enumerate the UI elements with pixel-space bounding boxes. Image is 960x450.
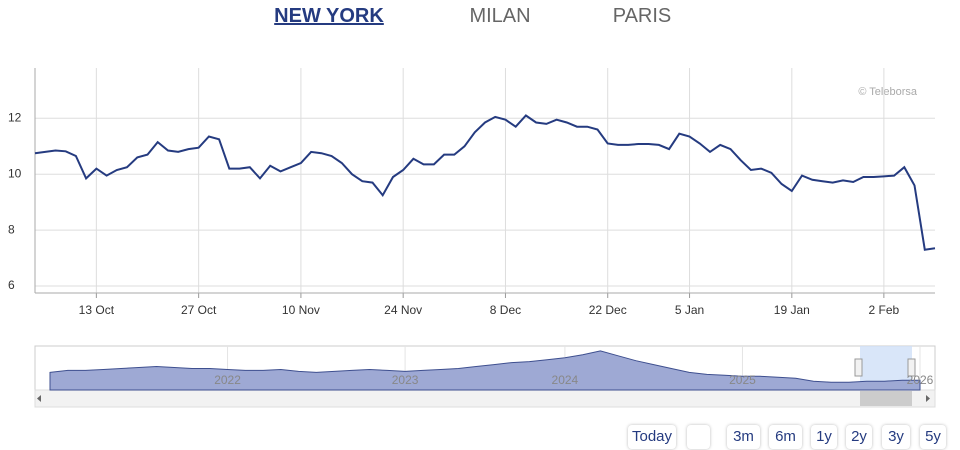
navigator-handle[interactable] xyxy=(907,358,916,377)
year-label: 2026 xyxy=(907,373,934,387)
navigator-handle[interactable] xyxy=(854,358,863,377)
x-tick-label: 5 Jan xyxy=(675,303,704,317)
y-tick-label: 6 xyxy=(8,278,15,292)
watermark: © Teleborsa xyxy=(858,86,918,98)
x-tick-label: 10 Nov xyxy=(282,303,320,317)
year-label: 2024 xyxy=(552,373,579,387)
scrollbar-thumb[interactable] xyxy=(860,391,912,406)
range-button[interactable]: Today xyxy=(628,425,677,449)
year-label: 2023 xyxy=(392,373,419,387)
range-button[interactable]: 1y xyxy=(811,425,837,449)
y-tick-label: 12 xyxy=(8,110,22,124)
year-label: 2022 xyxy=(214,373,241,387)
range-button[interactable]: 6m xyxy=(769,425,802,449)
range-button[interactable]: 3y xyxy=(882,425,910,449)
x-tick-label: 27 Oct xyxy=(181,303,217,317)
market-tab[interactable]: NEW YORK xyxy=(274,5,384,27)
chart: © Teleborsa 6 8 10 12 13 Oct 27 Oct 10 Nov 24 N… xyxy=(8,68,936,408)
x-tick-label: 2 Feb xyxy=(869,303,900,317)
y-tick-label: 8 xyxy=(8,222,15,236)
range-button[interactable]: 2y xyxy=(846,425,872,449)
price-line xyxy=(34,114,936,251)
scroll-right[interactable] xyxy=(926,395,930,402)
x-tick-label: 19 Jan xyxy=(774,303,810,317)
x-tick-label: 13 Oct xyxy=(79,303,115,317)
range-button[interactable]: 5y xyxy=(920,425,946,449)
navigator-area xyxy=(49,350,921,391)
range-button[interactable]: 3m xyxy=(727,425,760,449)
scrollbar[interactable] xyxy=(34,389,936,408)
x-tick-label: 24 Nov xyxy=(384,303,422,317)
x-tick-label: 22 Dec xyxy=(589,303,627,317)
plot-area xyxy=(35,68,935,293)
market-tab[interactable]: MILAN xyxy=(469,5,531,27)
market-tab[interactable]: PARIS xyxy=(612,5,672,27)
blank-button[interactable] xyxy=(687,425,710,449)
scroll-left[interactable] xyxy=(37,395,41,402)
y-tick-label: 10 xyxy=(8,166,22,180)
x-tick-label: 8 Dec xyxy=(490,303,521,317)
year-label: 2025 xyxy=(729,373,756,387)
